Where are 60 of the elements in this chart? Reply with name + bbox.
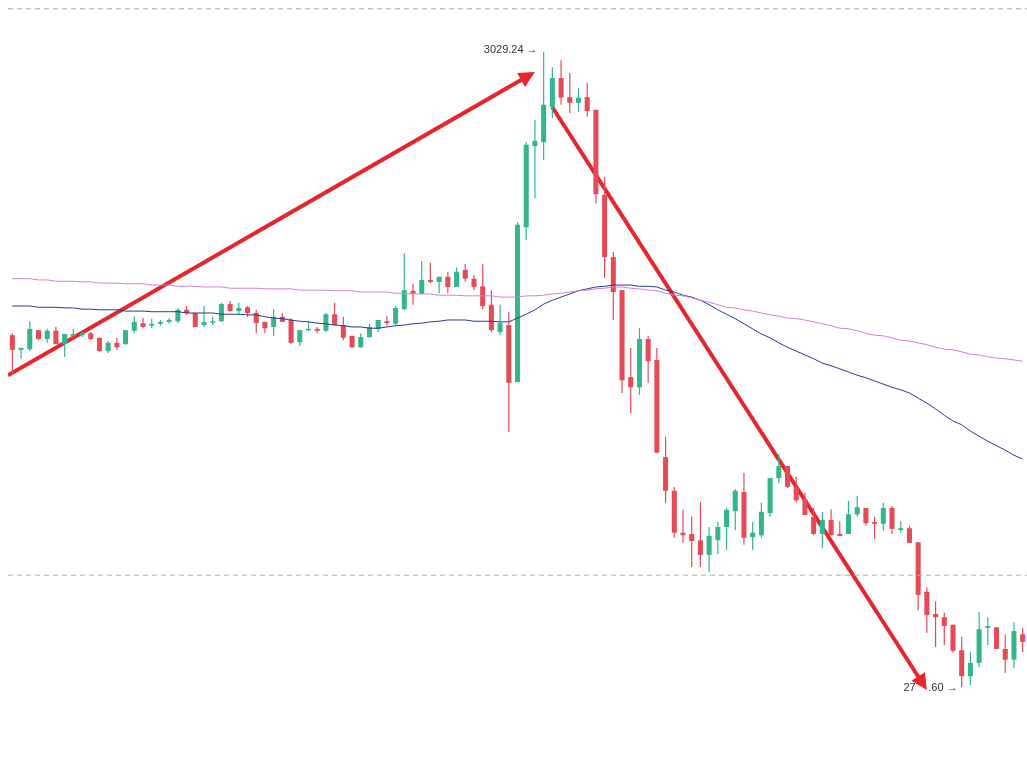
candlestick [419,260,425,295]
candlestick [427,262,433,284]
candlestick [628,347,634,414]
annotation: .60 → [928,681,958,693]
candlestick [811,507,817,536]
candlestick [497,304,503,336]
candlestick [924,586,930,634]
candlestick [933,600,939,648]
candlestick [1002,633,1008,674]
candlestick [79,329,85,338]
candlestick [567,72,573,114]
candlestick [784,465,791,489]
candlestick [166,317,172,325]
candlestick [454,266,460,288]
candlestick [401,252,407,311]
candlestick [758,502,764,539]
candlestick [802,492,808,516]
candlestick [793,476,799,504]
candlestick [776,453,782,484]
candlestick [828,508,834,536]
candlestick [558,59,564,106]
candlestick [889,505,895,535]
candlestick [819,511,825,549]
candlestick [872,516,878,540]
candlestick [645,335,651,384]
candlestick [584,82,590,118]
candlestick [27,320,33,352]
candlestick [724,507,730,551]
candlestick [854,495,860,518]
candlestick [750,521,756,551]
candlestick [340,316,346,341]
candlestick [967,651,973,686]
candlestick [680,509,686,544]
candlestick [706,526,712,573]
candlestick [18,347,24,360]
candlestick [140,317,146,329]
candlestick [845,500,851,535]
candlestick [715,521,721,555]
candlestick [436,276,442,294]
candlestick [532,119,538,199]
annotation: 3029.24 → [483,43,538,55]
candlestick [384,315,390,327]
candlestick [218,302,224,323]
candlestick [288,317,294,345]
candlestick [689,516,695,568]
candlestick [445,271,451,294]
candlestick [697,501,703,568]
candlestick [994,626,1000,650]
candlestick [880,502,886,532]
candlestick [941,612,947,646]
candlestick [1020,627,1026,653]
candlestick [575,87,581,113]
candlestick [201,305,207,328]
candlestick [393,305,399,327]
candlestick [9,332,15,376]
candlestick [114,337,120,351]
annotation: 27 [903,681,916,693]
candlestick [732,488,738,531]
candlestick [985,616,991,646]
candlestick [480,263,486,310]
